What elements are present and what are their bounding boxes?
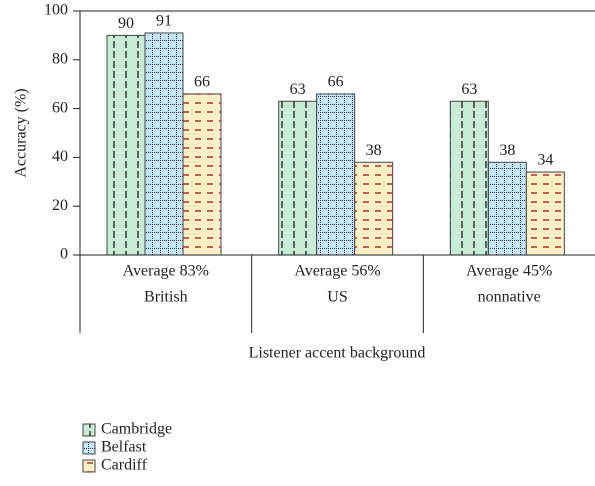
y-tick-label: 0 [60,246,68,263]
y-tick-label: 80 [52,50,68,67]
value-label: 91 [156,13,172,30]
x-tick-label: US [327,289,347,306]
value-label: 66 [194,74,210,91]
value-label: 66 [328,74,344,91]
y-tick-label: 100 [44,2,68,19]
x-tick-label: British [144,289,188,306]
value-label: 63 [290,81,306,98]
legend-swatch-pattern [83,442,95,454]
x-axis-label: Listener accent background [249,345,426,362]
legend-swatch-pattern [83,424,95,436]
y-axis-label: Accuracy (%) [13,88,30,177]
bar-pattern [316,93,355,256]
legend-label: Belfast [101,439,147,456]
value-label: 38 [499,142,515,159]
bar-pattern [450,101,489,255]
x-tick-label: nonnative [478,289,541,306]
bar-pattern [526,172,565,255]
bar-pattern [278,101,317,255]
bar-pattern [183,93,221,256]
x-tick-label: Average 45% [466,263,552,280]
value-label: 34 [537,152,553,169]
y-tick-label: 20 [52,197,68,214]
legend-label: Cardiff [101,457,148,474]
x-tick-label: Average 56% [294,263,380,280]
value-label: 63 [461,81,477,98]
legend-swatch-pattern [83,460,95,472]
bar-pattern [145,32,183,256]
bar-pattern [354,162,393,255]
x-tick-label: Average 83% [123,263,209,280]
bar-pattern [107,35,145,256]
legend-label: Cambridge [101,421,172,438]
y-tick-label: 60 [52,99,68,116]
bar-pattern [488,162,527,255]
y-tick-label: 40 [52,148,68,165]
value-label: 90 [118,15,134,32]
value-label: 38 [366,142,382,159]
